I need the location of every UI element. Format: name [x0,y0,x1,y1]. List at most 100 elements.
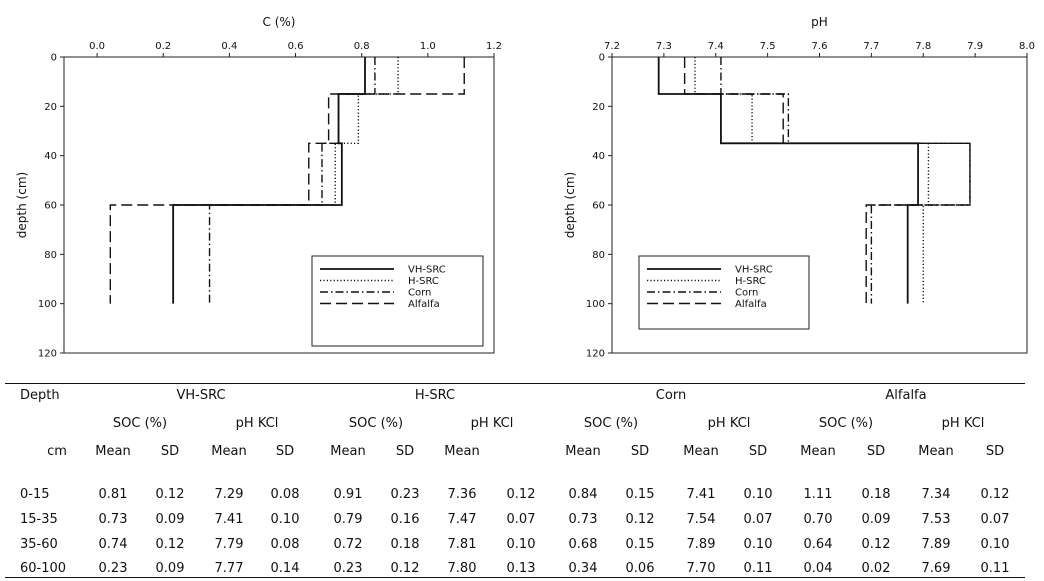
x-tick-label: 7.6 [812,41,828,52]
table-cell: 0.70 [803,512,833,527]
y-tick-label: 100 [586,299,605,310]
table-cell: 7.81 [447,537,477,552]
stat-header: SD [630,444,650,459]
stat-header: SD [275,444,295,459]
group-header-corn: Corn [655,388,687,403]
axis-title-ph: pH [811,15,828,29]
table-cell: 0.07 [980,512,1010,527]
legend-box-carbon [311,255,484,347]
legend-label-vh-src: VH-SRC [408,265,446,276]
table-cell: 7.54 [686,512,716,527]
table-cell: 7.80 [447,561,477,576]
y-axis-label-carbon: depth (cm) [15,172,29,238]
table-cell: 0.12 [390,561,420,576]
y-tick-label: 0 [599,53,605,64]
table-cell: 7.69 [921,561,951,576]
table-cell: 7.89 [921,537,951,552]
y-tick-label: 0 [51,53,57,64]
table-cell: 0.08 [270,537,300,552]
table-cell: 0.12 [625,512,655,527]
stat-header: SD [160,444,180,459]
x-tick-label: 7.4 [708,41,724,52]
stat-header: SD [395,444,415,459]
table-cell: 0.34 [568,561,598,576]
table-cell: 0.15 [625,537,655,552]
table-bottom-rule [5,577,1025,578]
group-header-h-src: H-SRC [414,388,456,403]
stat-header: SD [985,444,1005,459]
row-depth: 35-60 [20,537,58,552]
table-cell: 1.11 [803,487,833,502]
table-cell: 0.91 [333,487,363,502]
table-cell: 0.11 [980,561,1010,576]
table-cell: 0.12 [506,487,536,502]
table-cell: 0.09 [155,561,185,576]
y-axis-label-ph: depth (cm) [563,172,577,238]
subheader-ph-vh-src: pH KCl [235,416,279,431]
table-cell: 0.84 [568,487,598,502]
legend-label-alfalfa: Alfalfa [735,299,767,310]
legend-label-h-src: H-SRC [735,276,766,287]
series-line-alfalfa [683,57,971,304]
stat-header: Mean [330,444,366,459]
table-cell: 0.09 [861,512,891,527]
y-tick-label: 40 [44,151,57,162]
table-cell: 0.11 [743,561,773,576]
table-cell: 0.73 [568,512,598,527]
table-cell: 0.06 [625,561,655,576]
table-cell: 0.14 [270,561,300,576]
table-cell: 0.04 [803,561,833,576]
axis-title-carbon: C (%) [263,15,296,29]
x-tick-label: 0.0 [89,41,105,52]
table-cell: 7.89 [686,537,716,552]
subheader-ph-alfalfa: pH KCl [941,416,985,431]
x-tick-label: 7.8 [915,41,931,52]
stat-header: Mean [800,444,836,459]
y-tick-label: 100 [38,299,57,310]
depth-header: Depth [20,388,60,403]
stat-header: Mean [95,444,131,459]
chart-ph: pH 7.2 7.3 7.4 7.5 7.6 7.7 7.8 7.9 8.0 0 20 40 60 80 10… [563,15,1035,360]
table-cell: 7.53 [921,512,951,527]
stat-header: Mean [918,444,954,459]
table-cell: 7.36 [447,487,477,502]
stat-header: Mean [565,444,601,459]
x-tick-label: 7.5 [760,41,776,52]
series-line-alfalfa [109,57,465,304]
legend-label-alfalfa: Alfalfa [408,299,440,310]
x-tick-label: 8.0 [1019,41,1035,52]
row-depth: 15-35 [20,512,58,527]
y-tick-label: 120 [586,349,605,360]
stat-header: Mean [211,444,247,459]
table-cell: 0.13 [506,561,536,576]
group-header-alfalfa: Alfalfa [885,388,927,403]
table-cell: 0.72 [333,537,363,552]
table-cell: 0.23 [333,561,363,576]
y-tick-label: 60 [592,201,605,212]
y-tick-label: 80 [44,250,57,261]
x-tick-label: 1.0 [420,41,436,52]
x-tick-label: 7.7 [863,41,879,52]
table-cell: 7.79 [214,537,244,552]
table-cell: 7.34 [921,487,951,502]
subheader-soc-h-src: SOC (%) [348,416,404,431]
table-cell: 7.70 [686,561,716,576]
row-depth: 0-15 [20,487,50,502]
table-cell: 0.23 [390,487,420,502]
table-cell: 0.18 [861,487,891,502]
table-cell: 0.02 [861,561,891,576]
table-cell: 0.68 [568,537,598,552]
table-cell: 0.64 [803,537,833,552]
x-tick-label: 0.6 [288,41,304,52]
table-cell: 0.15 [625,487,655,502]
chart-carbon: C (%) 0.0 0.2 0.4 0.6 0.8 1.0 1.2 0 20 40 60 80 100 12… [15,15,502,360]
table-cell: 0.10 [980,537,1010,552]
subheader-soc-vh-src: SOC (%) [112,416,168,431]
x-tick-label: 0.8 [354,41,370,52]
table-cell: 0.12 [861,537,891,552]
y-tick-label: 80 [592,250,605,261]
table-cell: 7.41 [686,487,716,502]
table-cell: 0.81 [98,487,128,502]
x-tick-label: 7.9 [967,41,983,52]
table-cell: 0.74 [98,537,128,552]
